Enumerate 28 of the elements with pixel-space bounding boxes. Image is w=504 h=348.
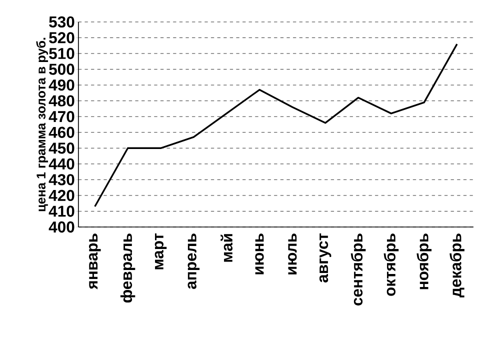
x-tick-label: март [154, 233, 167, 270]
x-tick-label: ноябрь [416, 234, 432, 290]
y-tick-label: 440 [48, 158, 74, 170]
x-tick-label: январь [88, 234, 101, 290]
y-axis-title: цена 1 грамма золота в руб. [36, 38, 48, 212]
y-tick-label: 470 [48, 111, 74, 122]
x-tick-label: апрель [188, 234, 200, 289]
x-tick-label: июль [288, 234, 297, 274]
y-tick-label: 490 [48, 79, 74, 91]
x-tick-label: декабрь [450, 234, 464, 298]
y-tick-label: 450 [48, 142, 74, 154]
line-series [94, 43, 458, 208]
y-tick-label: 500 [49, 64, 74, 75]
x-tick-label: июнь [255, 234, 264, 274]
x-tick-label: май [220, 234, 233, 262]
x-tick-label: февраль [120, 234, 136, 303]
y-tick-label: 510 [49, 48, 74, 60]
y-tick-label: 460 [48, 126, 74, 138]
y-tick-label: 520 [49, 32, 74, 44]
y-tick-label: 530 [49, 16, 74, 28]
x-tick-label: август [319, 233, 332, 282]
y-tick-label: 420 [48, 190, 74, 202]
y-tick-label: 400 [48, 221, 74, 233]
x-tick-label: сентябрь [350, 234, 366, 306]
y-tick-label: 480 [48, 95, 74, 106]
y-tick-label: 430 [48, 174, 74, 186]
y-tick-label: 410 [48, 206, 74, 217]
x-tick-label: октябрь [384, 234, 399, 296]
